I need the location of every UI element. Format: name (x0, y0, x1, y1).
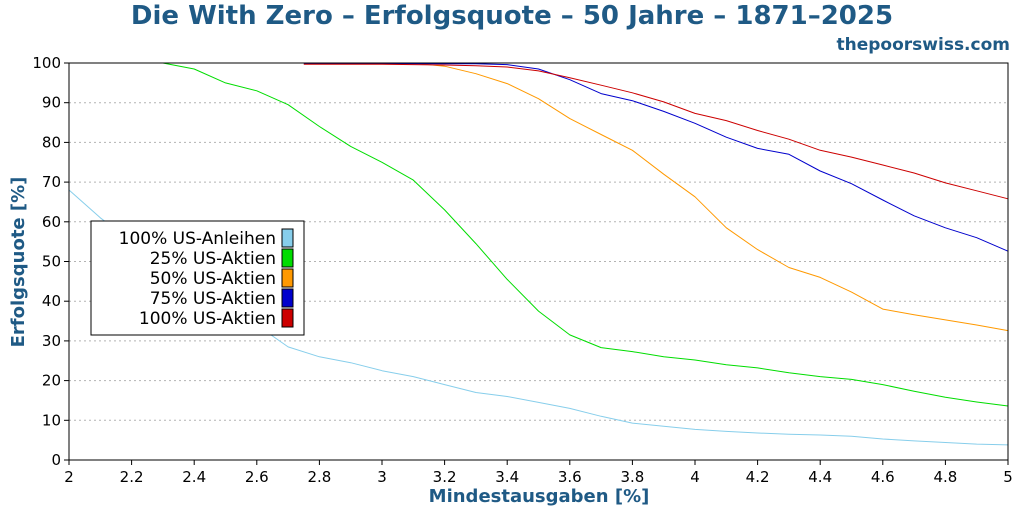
legend-swatch (281, 228, 294, 248)
x-axis-title: Mindestausgaben [%] (429, 486, 650, 507)
legend-label: 100% US-Aktien (139, 309, 276, 329)
series-line-1 (69, 62, 1009, 407)
x-tick-label: 4.2 (746, 468, 770, 486)
x-tick-label: 2.4 (182, 468, 206, 486)
x-tick-label: 3.6 (558, 468, 582, 486)
x-tick-label: 3.4 (495, 468, 519, 486)
y-tick-label: 100 (32, 54, 61, 72)
x-tick-label: 4.4 (808, 468, 832, 486)
x-tick-label: 3.8 (620, 468, 644, 486)
y-tick-label: 10 (42, 411, 61, 429)
axes (64, 62, 1009, 465)
series-line-4 (303, 63, 1009, 200)
series-line-3 (303, 63, 1009, 252)
legend-label: 25% US-Aktien (150, 249, 276, 269)
x-tick-label: 4.8 (933, 468, 957, 486)
legend-label: 100% US-Anleihen (119, 229, 276, 249)
y-tick-label: 90 (42, 94, 61, 112)
legend-swatch (281, 248, 294, 268)
legend-swatch (281, 268, 294, 288)
series-lines (68, 62, 1009, 446)
x-tick-label: 3.2 (433, 468, 457, 486)
x-tick-label: 2.8 (307, 468, 331, 486)
legend-label: 75% US-Aktien (150, 289, 276, 309)
x-tick-label: 2.2 (120, 468, 144, 486)
y-tick-label: 40 (42, 292, 61, 310)
legend-swatch (281, 288, 294, 308)
x-tick-label: 2 (64, 468, 74, 486)
tick-labels: 0 10 20 30 40 50 60 70 80 90 100 2 2.2 2.4 2.6 2.8 3 3.2 3… (32, 54, 1012, 486)
watermark-text: thepoorswiss.com (836, 35, 1011, 55)
legend-label: 50% US-Aktien (150, 269, 276, 289)
y-tick-label: 80 (42, 133, 61, 151)
y-axis-title: Erfolgsquote [%] (8, 177, 29, 348)
legend-box (90, 220, 305, 336)
plot-frame (68, 62, 1009, 461)
legend-swatch (281, 308, 294, 328)
chart-title: Die With Zero – Erfolgsquote – 50 Jahre … (130, 1, 894, 31)
x-tick-label: 3 (377, 468, 387, 486)
y-tick-label: 30 (42, 332, 61, 350)
y-tick-label: 70 (42, 173, 61, 191)
y-tick-label: 0 (51, 451, 61, 469)
x-tick-label: 5 (1003, 468, 1013, 486)
x-tick-label: 4 (690, 468, 700, 486)
y-tick-label: 60 (42, 213, 61, 231)
x-tick-label: 4.6 (871, 468, 895, 486)
y-tick-label: 20 (42, 372, 61, 390)
x-tick-label: 2.6 (245, 468, 269, 486)
y-tick-label: 50 (42, 253, 61, 271)
